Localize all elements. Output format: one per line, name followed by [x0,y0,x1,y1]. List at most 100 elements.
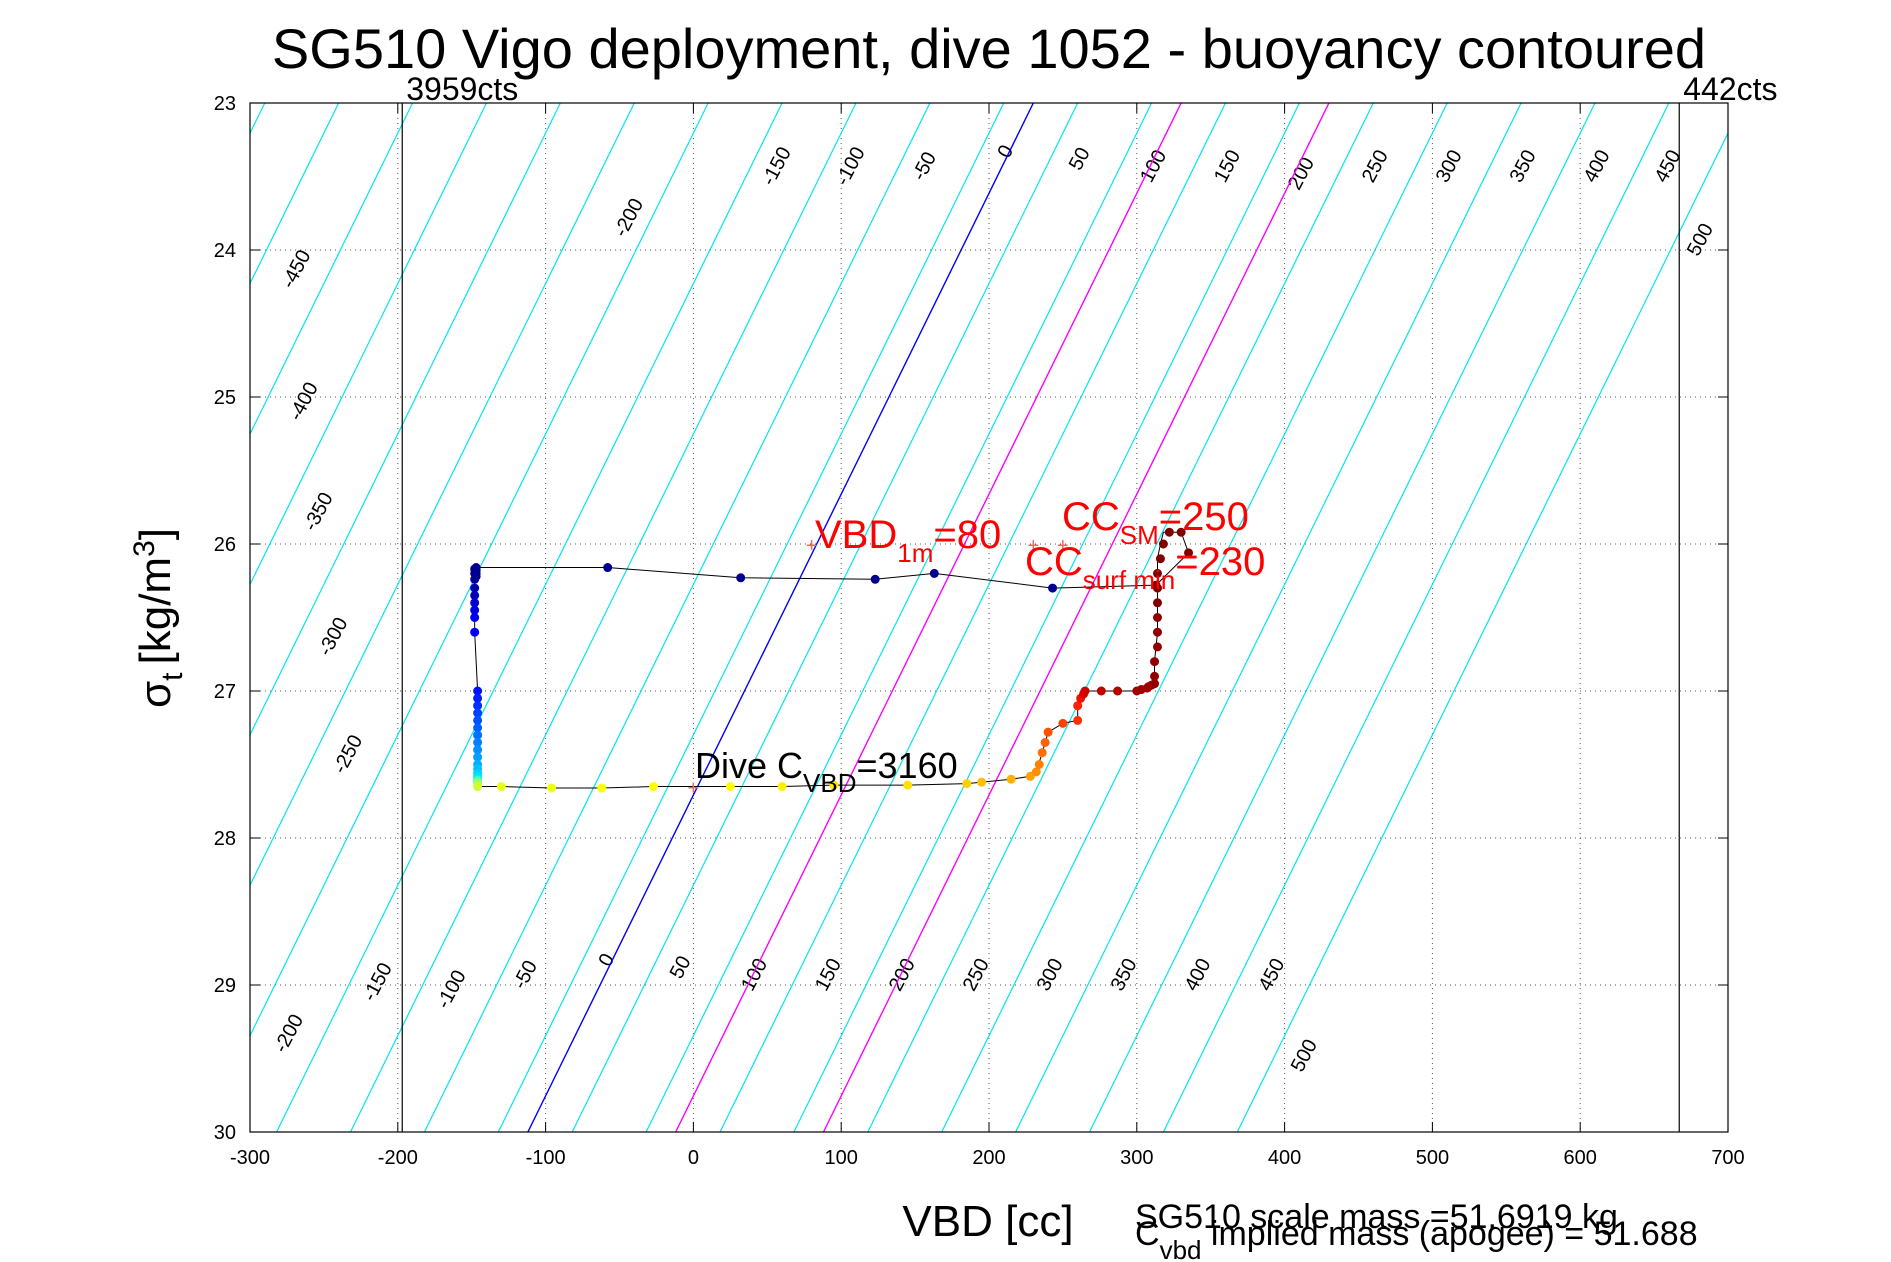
marker-cc_surf_min: + [1027,535,1039,557]
contour-line [250,103,635,887]
data-point [473,745,483,755]
data-point [603,563,613,573]
data-point [473,730,483,740]
data-point [648,782,658,792]
data-point [962,779,972,789]
contour-line [423,103,931,1132]
cc-sm-sub: SM [1120,520,1159,550]
implied-mass-sub: vbd [1160,1235,1202,1262]
data-point [903,780,913,790]
cc-sm-text: CC [1062,495,1120,539]
scale-mass-label: SG510 scale mass =51.6919 kg [1135,1198,1618,1236]
y-axis-label: σt [kg/m3] [128,528,189,708]
data-point [1152,568,1162,578]
x-axis-label: VBD [cc] [902,1197,1073,1246]
data-point [1073,715,1083,725]
y-axis-label-main: σ [131,681,180,708]
buoyancy-contours [250,103,1728,1132]
y-axis-label-unit: [kg/m [131,557,180,665]
data-point [473,782,483,792]
contour-line [645,103,1153,1132]
vbd-1m-value: =80 [933,513,1001,557]
dive-cvbd-value: =3160 [857,745,958,786]
data-point [1080,686,1090,696]
data-point [1096,686,1106,696]
y-axis-label-sub: t [156,672,189,681]
dive-points [470,527,1194,793]
data-point [1184,548,1194,558]
data-point [473,752,483,762]
data-point [1150,679,1160,689]
cc-surf-min-label: CCsurf min=230 [1025,540,1265,595]
data-point [1006,774,1016,784]
data-point [1152,642,1162,652]
data-point [1034,760,1044,769]
y-axis-label-close: ] [131,528,180,540]
cc-surf-min-text: CC [1025,540,1083,584]
data-point [1151,580,1161,590]
data-point [829,780,839,790]
data-point [1113,686,1123,696]
data-point [777,782,787,792]
x-tick-label: 300 [1120,1147,1153,1169]
data-point [1155,554,1165,564]
y-tick-label: 23 [214,93,236,115]
contour-line [941,103,1448,1132]
data-point [1152,598,1162,608]
vbd-limit-label: 442cts [1683,71,1777,107]
dive-cvbd-sub: VBD [803,768,856,798]
x-axis-ticks: -300 -200 -100 0 100 200 300 400 500 600 700 [230,103,1745,1169]
data-point [473,701,483,711]
y-tick-label: 28 [214,828,236,850]
data-point [473,708,483,718]
y-tick-label: 29 [214,975,236,997]
contour-line [250,103,561,737]
data-point [736,573,746,583]
data-point [1150,657,1160,667]
y-tick-label: 25 [214,387,236,409]
marker-vbd_1m: + [806,535,818,557]
reference-line [527,103,1034,1132]
data-point [473,723,483,733]
data-point [470,605,480,615]
data-point [870,574,880,584]
x-tick-label: 500 [1416,1147,1449,1169]
y-tick-label: 24 [214,240,236,262]
cc-sm-label: CCSM=250 [1062,495,1249,550]
data-point [470,590,480,600]
vbd-1m-label: VBD1m=80 [815,513,1001,568]
data-point [725,782,735,792]
data-point [470,627,480,637]
data-point [1043,727,1053,737]
y-tick-label: 26 [214,534,236,556]
contour-line [1088,103,1596,1132]
y-tick-label: 30 [214,1122,236,1144]
vbd-1m-text: VBD [815,513,897,557]
contour-line [250,103,709,1038]
x-tick-label: 700 [1711,1147,1744,1169]
cc-sm-value: =250 [1159,495,1249,539]
cc-surf-min-sub: surf min [1083,565,1175,595]
reference-lines [527,103,1330,1132]
data-point [547,783,557,793]
data-point [470,583,480,593]
data-point [1031,767,1041,777]
reference-line [675,103,1182,1132]
data-point [1158,539,1168,549]
x-tick-label: 200 [972,1147,1005,1169]
data-point [977,777,987,787]
x-tick-label: 600 [1564,1147,1597,1169]
data-point [1152,613,1162,622]
x-tick-label: 400 [1268,1147,1301,1169]
contour-line [1162,103,1670,1132]
annotation-markers: + + + + [688,535,1069,800]
data-point [470,598,480,608]
chart-title: SG510 Vigo deployment, dive 1052 - buoya… [272,17,1706,80]
data-point [1150,671,1160,681]
vbd-limit-lines: 3959cts 442cts [401,71,1778,1132]
contour-line [250,103,340,285]
vbd-limit-label: 3959cts [406,71,518,107]
contour-line [867,103,1374,1132]
x-tick-label: 100 [825,1147,858,1169]
